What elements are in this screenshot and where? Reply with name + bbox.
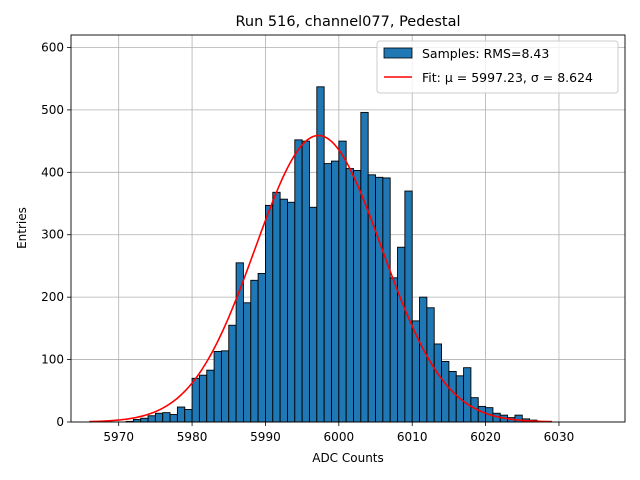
y-tick-label: 600 — [41, 40, 64, 54]
chart-title: Run 516, channel077, Pedestal — [235, 14, 460, 30]
y-tick-label: 100 — [41, 353, 64, 367]
histogram-bar — [375, 176, 384, 423]
histogram-bar — [272, 191, 281, 423]
x-tick-label: 6020 — [470, 430, 501, 444]
histogram-bar — [441, 361, 450, 423]
x-tick-label: 5970 — [103, 430, 134, 444]
histogram-bar — [448, 370, 457, 423]
histogram-bar — [309, 206, 318, 423]
histogram-bar — [154, 412, 164, 423]
histogram-bar — [389, 277, 398, 423]
y-axis-ticks: 0 100 200 300 400 500 600 — [41, 40, 71, 429]
histogram-bar — [360, 111, 369, 423]
x-axis-label: ADC Counts — [312, 451, 384, 465]
histogram-bar — [250, 279, 259, 423]
histogram-bars — [125, 86, 553, 423]
histogram-bar — [338, 140, 347, 423]
histogram-bar — [265, 204, 274, 423]
histogram-bar — [213, 351, 222, 423]
histogram-bar — [140, 417, 149, 423]
y-tick-label: 400 — [41, 165, 64, 179]
histogram-bar — [419, 296, 428, 423]
histogram-bar — [477, 405, 487, 423]
histogram-bar — [294, 139, 303, 423]
x-tick-label: 5980 — [177, 430, 208, 444]
histogram-bar — [257, 272, 266, 423]
histogram-bar — [206, 369, 215, 423]
histogram-bar — [162, 412, 171, 423]
histogram-bar — [279, 198, 288, 423]
y-tick-label: 200 — [41, 290, 64, 304]
histogram-bar — [382, 177, 391, 423]
histogram-bar — [353, 169, 362, 423]
histogram-bar — [220, 350, 230, 423]
y-tick-label: 300 — [41, 228, 64, 242]
histogram-bar — [301, 140, 310, 423]
histogram-bar — [228, 324, 237, 423]
histogram-bar — [242, 302, 252, 423]
y-tick-label: 0 — [56, 415, 64, 429]
legend: Samples: RMS=8.43 Fit: μ = 5997.23, σ = … — [376, 40, 619, 94]
y-tick-label: 500 — [41, 103, 64, 117]
legend-label-fit: Fit: μ = 5997.23, σ = 8.624 — [422, 70, 593, 85]
histogram-bar — [184, 409, 193, 423]
histogram-bar — [198, 374, 208, 423]
legend-box — [376, 40, 619, 94]
plot-frame — [70, 34, 626, 423]
histogram-bar — [147, 415, 156, 423]
histogram-bar — [404, 190, 413, 423]
histogram-bar — [235, 262, 244, 423]
y-axis-label: Entries — [15, 207, 29, 249]
histogram-bar — [323, 163, 332, 423]
gaussian-fit-curve — [89, 134, 552, 423]
x-tick-label: 5990 — [250, 430, 281, 444]
x-tick-label: 6010 — [397, 430, 428, 444]
histogram-bar — [176, 406, 186, 423]
histogram-bar — [345, 168, 354, 423]
histogram-bar — [331, 160, 340, 423]
histogram-bar — [169, 414, 178, 423]
x-tick-label: 6030 — [544, 430, 575, 444]
legend-swatch-samples — [383, 47, 413, 59]
histogram-bar — [433, 343, 443, 423]
x-tick-label: 6000 — [324, 430, 355, 444]
histogram-bar — [191, 377, 200, 423]
histogram-bar — [287, 201, 296, 423]
histogram-bar — [463, 367, 472, 423]
histogram-bar — [397, 246, 406, 423]
legend-label-samples: Samples: RMS=8.43 — [422, 46, 549, 61]
histogram-bar — [367, 174, 376, 423]
histogram-bar — [426, 307, 435, 423]
x-axis-ticks: 5970 5980 5990 6000 6010 6020 6030 — [103, 422, 574, 444]
